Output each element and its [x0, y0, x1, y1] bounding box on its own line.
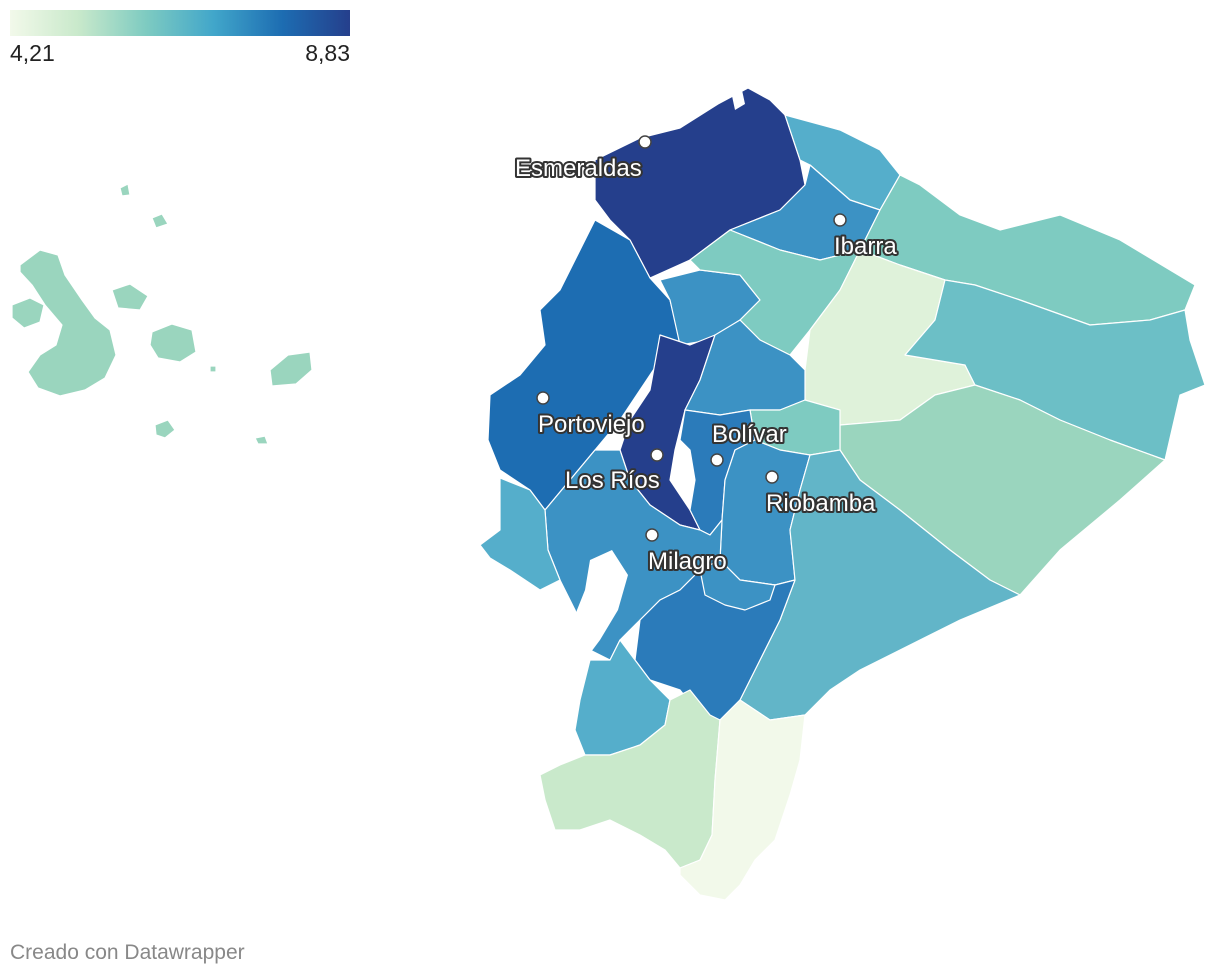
city-label: Los Ríos — [565, 467, 660, 494]
city-dot — [536, 391, 550, 405]
city-ibarra[interactable]: Ibarra — [832, 213, 899, 262]
gulf-water — [570, 90, 745, 660]
province-orellana — [904, 279, 1206, 461]
province-zamora-chinchipe — [679, 699, 806, 901]
city-label: Ibarra — [834, 233, 897, 260]
city-dot — [765, 470, 779, 484]
city-label: Milagro — [648, 548, 727, 575]
city-milagro[interactable]: Milagro — [645, 528, 729, 577]
legend-gradient-bar — [10, 10, 350, 36]
province-santa-elena — [479, 477, 561, 591]
city-bolivar[interactable]: Bolívar — [710, 419, 789, 467]
city-esmeraldas[interactable]: Esmeraldas — [513, 135, 652, 184]
city-dot — [710, 453, 724, 467]
city-label: Portoviejo — [538, 411, 645, 438]
galapagos-islands[interactable] — [11, 183, 313, 445]
city-dot — [833, 213, 847, 227]
city-dot — [638, 135, 652, 149]
legend-min-label: 4,21 — [10, 40, 55, 66]
credit-text: Creado con Datawrapper — [10, 941, 245, 964]
city-label: Bolívar — [712, 421, 787, 448]
city-dot — [645, 528, 659, 542]
province-canar — [699, 559, 776, 611]
legend-max-label: 8,83 — [305, 40, 350, 66]
city-markers: Esmeraldas Ibarra Portoviejo Bolívar Los… — [513, 135, 899, 577]
city-dot — [650, 448, 664, 462]
mainland-provinces[interactable] — [479, 87, 1206, 901]
city-label: Esmeraldas — [515, 155, 642, 182]
city-label: Riobamba — [766, 490, 876, 517]
city-portoviejo[interactable]: Portoviejo — [536, 391, 647, 440]
city-los-rios[interactable]: Los Ríos — [563, 448, 664, 496]
province-pichincha — [689, 229, 861, 356]
city-riobamba[interactable]: Riobamba — [764, 470, 878, 519]
